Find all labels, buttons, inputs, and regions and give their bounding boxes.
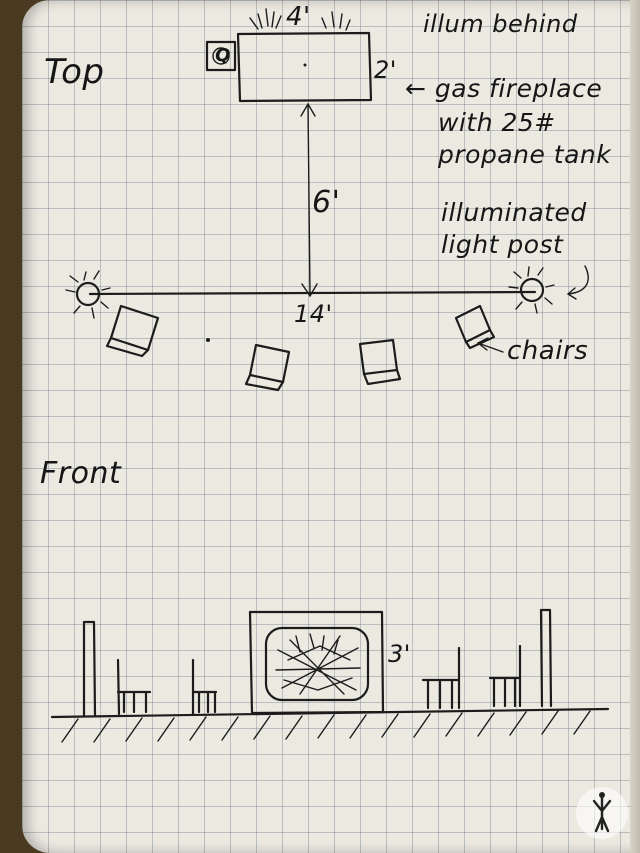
- fireplace-opening: [264, 626, 370, 702]
- chair-front-3: [421, 646, 461, 710]
- propane-tank-box: [205, 40, 237, 72]
- top-view-heading: Top: [44, 52, 105, 92]
- fireplace-depth-label: 2': [374, 56, 397, 84]
- figure-icon: [592, 792, 612, 833]
- fireplace-height-label: 3': [388, 640, 411, 668]
- distance-dimension-line: [300, 102, 318, 298]
- illumination-marks-top: [249, 8, 351, 31]
- ground-hatching: [61, 710, 591, 743]
- distance-label: 6': [312, 185, 341, 220]
- light-post-left-icon: [65, 270, 111, 319]
- page-edge: [630, 0, 640, 853]
- chair-front-4: [488, 644, 522, 708]
- tank-symbol-label: Q: [215, 45, 231, 66]
- chair-1-icon: [105, 304, 160, 358]
- light-post-left-front: [82, 620, 97, 717]
- chair-front-1: [116, 658, 152, 716]
- chair-4-icon: [454, 304, 496, 350]
- illum-behind-note: illum behind: [423, 10, 578, 38]
- post-note-line2: light post: [441, 230, 564, 259]
- light-post-right-icon: [508, 266, 555, 314]
- fireplace-top-outline: [236, 31, 373, 103]
- row-width-line: [88, 290, 537, 296]
- light-post-right-front: [539, 608, 553, 708]
- fireplace-front-outline: [248, 610, 385, 715]
- chairs-label: chairs: [507, 336, 589, 366]
- watermark-logo: [576, 787, 628, 839]
- post-note-line1: illuminated: [441, 198, 587, 227]
- fire-icon: [275, 633, 361, 695]
- fireplace-note-line2: with 25#: [438, 108, 556, 137]
- chair-2-icon: [244, 343, 291, 392]
- fireplace-width-label: 4': [286, 2, 311, 32]
- row-width-label: 14': [294, 300, 333, 328]
- chair-front-2: [191, 658, 218, 716]
- propane-tank-icon: [212, 47, 230, 65]
- chair-3-icon: [358, 338, 402, 386]
- front-view-heading: Front: [40, 456, 122, 491]
- fireplace-note-line3: propane tank: [438, 140, 612, 169]
- fireplace-note-line1: ← gas fireplace: [405, 74, 603, 103]
